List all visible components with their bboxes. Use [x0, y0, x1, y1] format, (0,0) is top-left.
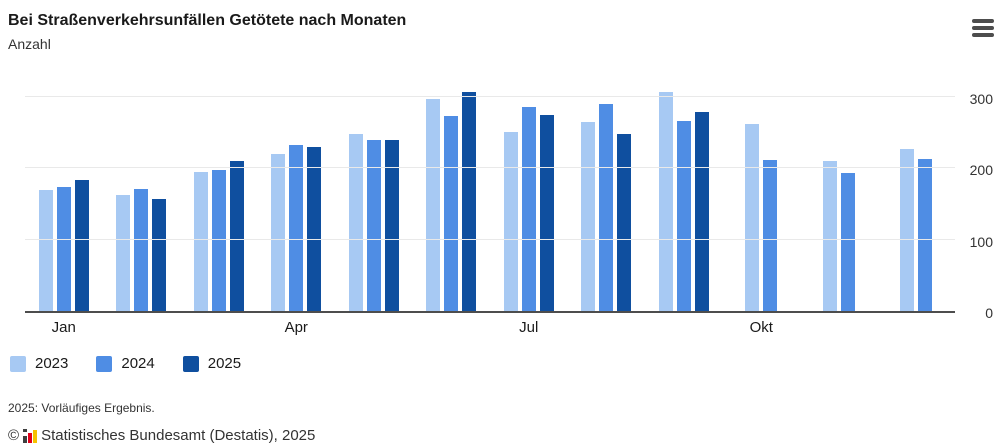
x-tick-label: Jul [519, 319, 539, 336]
hamburger-menu-icon[interactable] [972, 19, 996, 37]
x-tick-label [103, 317, 181, 339]
bar-group-Feb [103, 75, 181, 311]
bar-group-Jul [490, 75, 568, 311]
bar-2024-Okt[interactable] [763, 160, 778, 311]
bar-2024-Dez[interactable] [918, 158, 933, 311]
bar-chart: 0 100 200 300 [0, 75, 1000, 322]
x-tick-label [645, 317, 723, 339]
y-tick-label: 200 [969, 162, 993, 178]
copyright-line: © Statistisches Bundesamt (Destatis), 20… [8, 427, 315, 444]
legend-item-2025[interactable]: 2025 [182, 355, 242, 372]
bar-2024-Apr[interactable] [289, 145, 304, 311]
bar-2023-Apr[interactable] [271, 154, 286, 311]
x-tick-label: Okt [749, 319, 773, 336]
legend-item-2023[interactable]: 2023 [10, 355, 68, 372]
bar-2024-Jul[interactable] [521, 107, 536, 311]
bar-group-Sep [645, 75, 723, 311]
bar-2024-Jun[interactable] [444, 115, 459, 311]
bar-2024-Mär[interactable] [211, 170, 226, 311]
bar-group-Jun [413, 75, 491, 311]
x-tick-label: Apr [284, 319, 308, 336]
x-tick-label [413, 317, 491, 339]
bar-2024-Nov[interactable] [840, 173, 855, 311]
bar-2025-Jul[interactable] [539, 115, 554, 311]
legend-label: 2023 [35, 355, 69, 372]
legend-swatch-icon [182, 355, 199, 372]
legend-swatch-icon [10, 355, 26, 372]
gridline [25, 167, 955, 168]
bar-2023-Nov[interactable] [822, 160, 837, 311]
bar-2025-Mai[interactable] [384, 140, 399, 311]
page-title: Bei Straßenverkehrsunfällen Getötete nac… [8, 12, 407, 29]
plot-area [25, 75, 955, 313]
bar-2025-Apr[interactable] [307, 146, 322, 311]
bar-group-Apr [258, 75, 336, 311]
bar-group-Mai [335, 75, 413, 311]
bar-group-Jan [25, 75, 103, 311]
bar-2025-Feb[interactable] [152, 198, 167, 311]
bar-2023-Aug[interactable] [581, 122, 596, 311]
gridline [25, 238, 955, 240]
gridline [25, 95, 955, 97]
bar-2025-Sep[interactable] [694, 112, 709, 311]
bar-2023-Mai[interactable] [348, 133, 363, 311]
x-axis: Jan Apr Jul Okt [25, 317, 955, 339]
bar-2023-Dez[interactable] [900, 148, 915, 311]
bar-group-Nov [800, 75, 878, 311]
legend-label: 2024 [121, 355, 155, 372]
bar-group-Dez [878, 75, 956, 311]
unit-label: Anzahl [8, 36, 51, 52]
bar-2023-Feb[interactable] [116, 195, 131, 311]
x-tick-label: Jan [51, 319, 76, 336]
bar-2024-Mai[interactable] [366, 140, 381, 311]
x-tick-label [335, 317, 413, 339]
copyright-symbol: © [8, 427, 20, 444]
y-tick-label: 100 [969, 233, 993, 250]
legend-label: 2025 [207, 355, 242, 372]
bar-2024-Feb[interactable] [134, 188, 149, 311]
bar-2025-Jan[interactable] [74, 180, 89, 311]
bar-2023-Sep[interactable] [658, 91, 673, 311]
copyright-text: Statistisches Bundesamt (Destatis), 2025 [41, 427, 316, 444]
bar-2023-Jan[interactable] [38, 190, 53, 311]
bar-2023-Jul[interactable] [503, 132, 518, 311]
x-tick-label [180, 317, 258, 339]
bar-2024-Jan[interactable] [56, 187, 71, 311]
bar-2025-Aug[interactable] [617, 133, 632, 311]
bar-group-Okt [723, 75, 801, 311]
bar-group-Aug [568, 75, 646, 311]
bar-2023-Mär[interactable] [193, 172, 208, 311]
bar-2023-Okt[interactable] [745, 123, 760, 311]
legend-item-2024[interactable]: 2024 [96, 355, 155, 372]
bar-2024-Aug[interactable] [599, 103, 614, 311]
legend-swatch-icon [96, 355, 113, 372]
y-tick-label: 0 [985, 305, 993, 321]
y-axis: 0 100 200 300 [955, 75, 1000, 322]
x-tick-label [878, 317, 956, 339]
footnote: 2025: Vorläufiges Ergebnis. [8, 401, 155, 415]
chart-header: Bei Straßenverkehrsunfällen Getötete nac… [0, 0, 1000, 53]
x-tick-label [800, 317, 878, 339]
bar-2025-Jun[interactable] [462, 91, 477, 311]
x-tick-label [568, 317, 646, 339]
legend: 2023 2024 2025 [10, 355, 241, 372]
bar-2023-Jun[interactable] [426, 98, 441, 311]
destatis-logo-icon [23, 428, 38, 443]
bar-2024-Sep[interactable] [676, 120, 691, 311]
y-tick-label: 300 [969, 90, 993, 107]
bar-2025-Mär[interactable] [229, 160, 244, 311]
bar-group-Mär [180, 75, 258, 311]
